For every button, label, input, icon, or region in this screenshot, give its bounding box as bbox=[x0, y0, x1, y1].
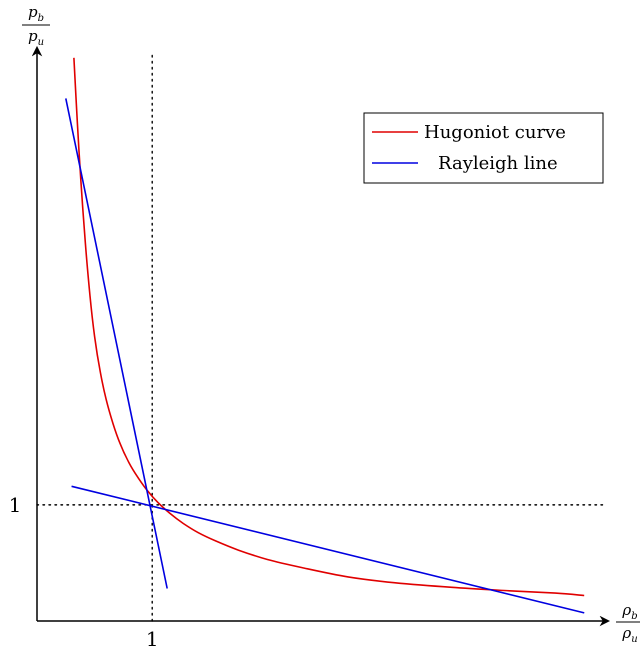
rayleigh-line-shallow bbox=[71, 485, 585, 614]
legend-box bbox=[363, 112, 604, 184]
x-axis-label: ρb ρu bbox=[616, 601, 640, 645]
x-tick-label: 1 bbox=[146, 627, 159, 651]
hugoniot-curve bbox=[73, 57, 585, 597]
y-axis-label: pb pu bbox=[22, 3, 50, 48]
svg-text:pu: pu bbox=[28, 27, 44, 48]
svg-text:ρb: ρb bbox=[621, 601, 637, 622]
legend-label-hugoniot: Hugoniot curve bbox=[424, 122, 566, 143]
svg-text:ρu: ρu bbox=[621, 624, 637, 645]
legend: Hugoniot curve Rayleigh line bbox=[363, 112, 604, 184]
svg-text:pb: pb bbox=[28, 3, 44, 24]
rayleigh-line-steep bbox=[65, 98, 168, 589]
y-tick-label: 1 bbox=[9, 493, 22, 517]
legend-label-rayleigh: Rayleigh line bbox=[438, 153, 558, 174]
